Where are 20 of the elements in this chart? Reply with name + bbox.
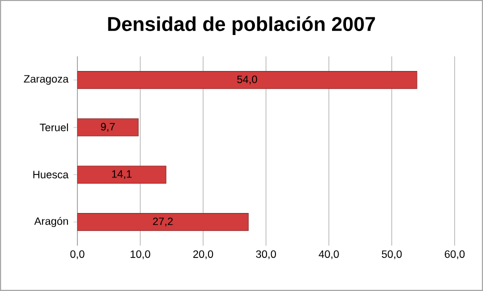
x-tick-label: 10,0: [130, 250, 150, 260]
data-label: 54,0: [237, 76, 258, 84]
x-tick-label: 20,0: [193, 250, 214, 260]
x-tick-label: 60,0: [444, 250, 465, 260]
y-tick-label: Zaragoza: [24, 75, 69, 85]
data-label: 9,7: [100, 122, 115, 132]
y-tick-label: Huesca: [33, 170, 69, 178]
chart-title: Densidad de población 2007: [108, 16, 375, 36]
y-tick-label: Aragón: [34, 216, 68, 228]
y-tick-label: Teruel: [40, 123, 68, 132]
x-tick-label: 40,0: [318, 250, 339, 260]
bar: [77, 118, 139, 136]
x-tick-label: 30,0: [256, 250, 276, 260]
bar: [77, 166, 166, 184]
bar: [77, 71, 418, 89]
data-label: 14,1: [112, 170, 132, 179]
bar: [77, 213, 249, 231]
x-tick-label: 50,0: [382, 250, 402, 260]
data-label: 27,2: [153, 218, 173, 226]
x-tick-label: 0,0: [70, 250, 84, 260]
